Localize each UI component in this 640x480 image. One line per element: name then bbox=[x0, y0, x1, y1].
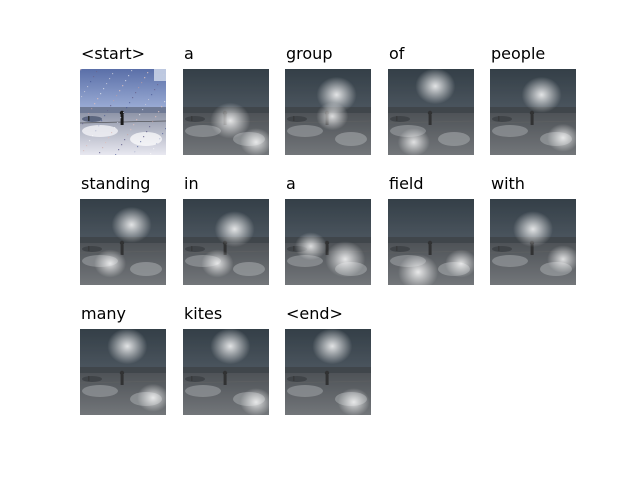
attention-map bbox=[80, 199, 166, 285]
token-label: many bbox=[80, 303, 128, 327]
token-panel: of bbox=[388, 43, 474, 155]
attention-map bbox=[183, 329, 269, 415]
attention-map bbox=[285, 69, 371, 155]
token-panel: with bbox=[490, 173, 576, 285]
token-panel: <end> bbox=[285, 303, 371, 415]
attention-map bbox=[183, 69, 269, 155]
token-panel: field bbox=[388, 173, 474, 285]
token-label: field bbox=[388, 173, 426, 197]
attention-map bbox=[388, 199, 474, 285]
token-panel: kites bbox=[183, 303, 269, 415]
token-label: kites bbox=[183, 303, 225, 327]
token-label: people bbox=[490, 43, 548, 67]
token-label: in bbox=[183, 173, 201, 197]
attention-map bbox=[490, 69, 576, 155]
attention-map bbox=[285, 329, 371, 415]
token-label: <end> bbox=[285, 303, 345, 327]
token-panel: in bbox=[183, 173, 269, 285]
token-label: standing bbox=[80, 173, 153, 197]
token-label: a bbox=[285, 173, 298, 197]
original-image bbox=[80, 69, 166, 155]
token-panel: group bbox=[285, 43, 371, 155]
token-panel: people bbox=[490, 43, 576, 155]
token-panel: <start> bbox=[80, 43, 166, 155]
token-panel: many bbox=[80, 303, 166, 415]
token-label: a bbox=[183, 43, 196, 67]
token-label: group bbox=[285, 43, 335, 67]
token-panel: a bbox=[183, 43, 269, 155]
attention-map bbox=[490, 199, 576, 285]
token-panel: a bbox=[285, 173, 371, 285]
token-panel: standing bbox=[80, 173, 166, 285]
attention-map bbox=[285, 199, 371, 285]
attention-map bbox=[388, 69, 474, 155]
attention-map bbox=[80, 329, 166, 415]
token-label: with bbox=[490, 173, 527, 197]
token-label: <start> bbox=[80, 43, 148, 67]
attention-map bbox=[183, 199, 269, 285]
token-label: of bbox=[388, 43, 407, 67]
